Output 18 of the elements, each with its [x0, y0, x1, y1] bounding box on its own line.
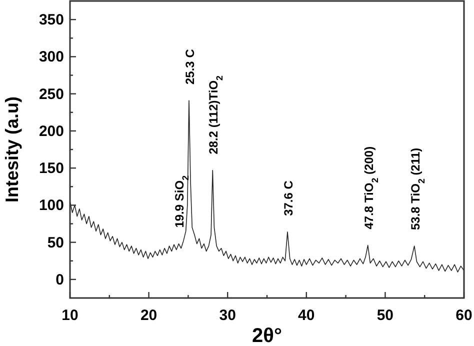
y-tick-label: 250: [38, 86, 64, 103]
y-tick-label: 300: [38, 48, 64, 66]
y-tick-label: 50: [47, 234, 64, 252]
x-tick-label: 20: [140, 307, 158, 324]
x-tick-label: 40: [298, 307, 315, 324]
y-tick-label: 100: [38, 197, 64, 214]
x-tick-label: 30: [219, 307, 236, 324]
x-tick-label: 60: [456, 307, 472, 324]
y-tick-label: 0: [56, 271, 64, 288]
y-tick-label: 150: [38, 160, 64, 178]
x-tick-label: 10: [62, 307, 78, 324]
x-axis-title: 2θ°: [252, 325, 282, 346]
x-tick-label: 50: [376, 307, 394, 324]
annotation: 25.3 C: [182, 48, 197, 84]
y-tick-label: 350: [38, 12, 64, 29]
y-axis-title: Intesity (a.u): [2, 96, 22, 203]
y-tick-label: 200: [38, 122, 64, 140]
annotation: 37.6 C: [281, 180, 296, 216]
